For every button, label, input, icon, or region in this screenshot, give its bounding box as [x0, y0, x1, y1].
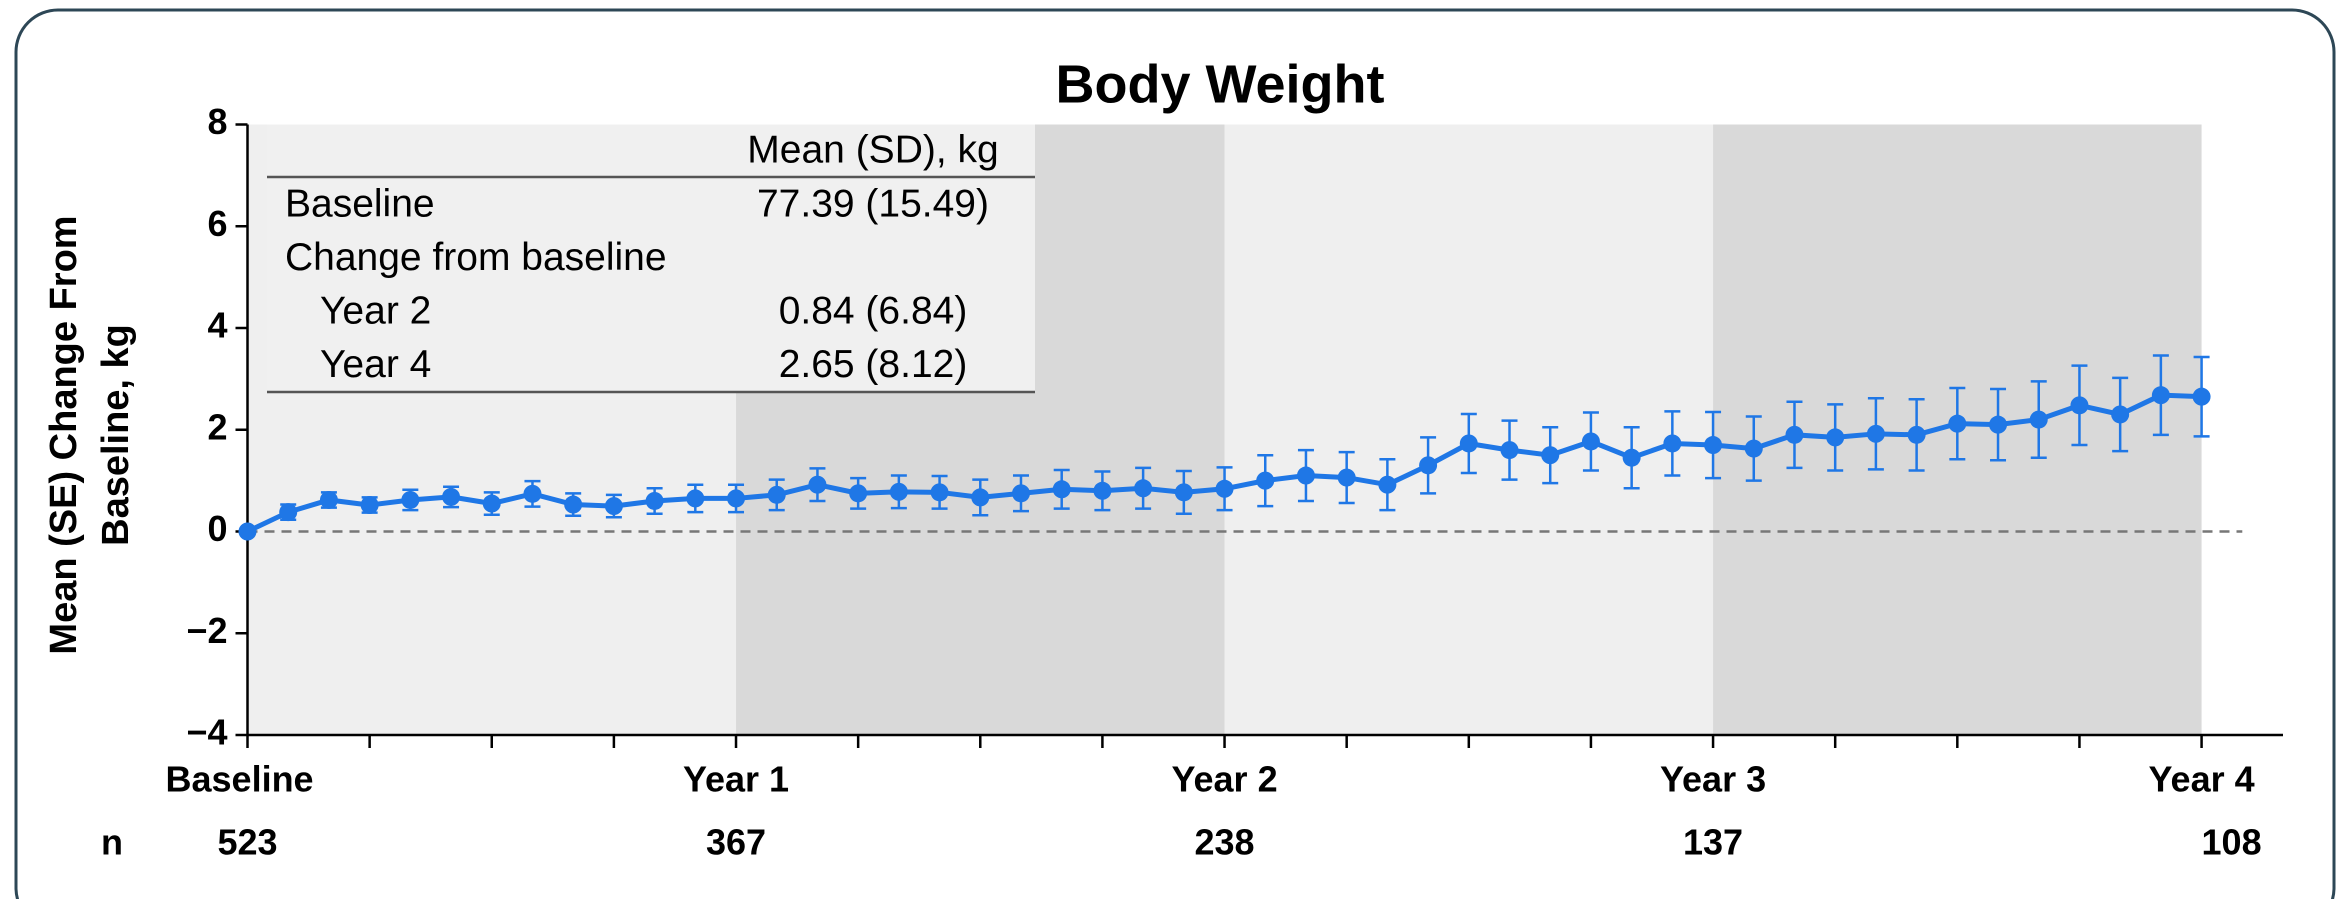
- y-axis-label: Mean (SE) Change From: [43, 215, 85, 654]
- x-tick-label: Year 3: [1660, 759, 1766, 800]
- data-point: [1744, 439, 1763, 458]
- data-point: [1785, 425, 1804, 444]
- data-point: [1459, 434, 1478, 453]
- data-point: [2070, 396, 2089, 415]
- data-point: [523, 484, 542, 503]
- table-row-label: Year 4: [320, 343, 431, 386]
- data-point: [1826, 428, 1845, 447]
- data-point: [849, 484, 868, 503]
- data-point: [2111, 405, 2130, 424]
- n-value: 238: [1195, 822, 1255, 863]
- data-point: [889, 482, 908, 501]
- data-point: [727, 489, 746, 508]
- data-point: [645, 491, 664, 510]
- data-point: [2029, 410, 2048, 429]
- data-point: [319, 490, 338, 509]
- table-row-label: Change from baseline: [285, 236, 667, 279]
- data-point: [482, 494, 501, 513]
- data-point: [1134, 479, 1153, 498]
- data-point: [1052, 480, 1071, 499]
- y-tick-label: 4: [207, 305, 227, 346]
- n-label: n: [101, 822, 123, 863]
- n-value: 523: [217, 822, 277, 863]
- data-point: [767, 485, 786, 504]
- x-tick-label: Year 1: [683, 759, 789, 800]
- data-point: [564, 495, 583, 514]
- data-point: [401, 490, 420, 509]
- data-point: [1256, 471, 1275, 490]
- y-tick-label: −4: [186, 712, 227, 753]
- data-point: [1296, 466, 1315, 485]
- x-tick-label: Baseline: [166, 759, 314, 800]
- data-point: [1419, 456, 1438, 475]
- data-point: [1866, 424, 1885, 443]
- y-axis-label: Baseline, kg: [95, 324, 137, 546]
- table-row-label: Baseline: [285, 182, 435, 225]
- data-point: [360, 496, 379, 515]
- data-point: [1989, 415, 2008, 434]
- table-cell: 0.84 (6.84): [779, 289, 968, 332]
- y-tick-label: 8: [207, 101, 227, 142]
- y-tick-label: −2: [186, 610, 227, 651]
- data-point: [1378, 475, 1397, 494]
- data-point: [1337, 468, 1356, 487]
- data-point: [1581, 432, 1600, 451]
- data-point: [442, 487, 461, 506]
- data-point: [2151, 386, 2170, 405]
- y-tick-label: 0: [207, 508, 227, 549]
- n-value: 108: [2202, 822, 2262, 863]
- data-point: [1215, 479, 1234, 498]
- n-value: 367: [706, 822, 766, 863]
- data-point: [604, 497, 623, 516]
- data-point: [1704, 436, 1723, 455]
- table-bg: [267, 124, 1035, 393]
- x-tick-label: Year 2: [1171, 759, 1277, 800]
- data-point: [1541, 446, 1560, 465]
- y-tick-label: 6: [207, 203, 227, 244]
- data-point: [1093, 481, 1112, 500]
- chart-title: Body Weight: [1056, 54, 1385, 114]
- x-tick-label: Year 4: [2149, 759, 2255, 800]
- table-cell: 2.65 (8.12): [779, 343, 968, 386]
- table-header: Mean (SD), kg: [747, 128, 998, 171]
- data-point: [1663, 434, 1682, 453]
- data-point: [1011, 484, 1030, 503]
- data-point: [238, 522, 257, 541]
- data-point: [1907, 425, 1926, 444]
- data-point: [2192, 387, 2211, 406]
- n-value: 137: [1683, 822, 1743, 863]
- data-point: [1622, 448, 1641, 467]
- data-point: [1174, 483, 1193, 502]
- data-point: [808, 475, 827, 494]
- table-cell: 77.39 (15.49): [757, 182, 989, 225]
- table-row-label: Year 2: [320, 289, 431, 332]
- data-point: [1500, 441, 1519, 460]
- data-point: [1948, 414, 1967, 433]
- data-point: [686, 489, 705, 508]
- y-tick-label: 2: [207, 406, 227, 447]
- data-point: [930, 483, 949, 502]
- data-point: [971, 488, 990, 507]
- data-point: [279, 503, 298, 522]
